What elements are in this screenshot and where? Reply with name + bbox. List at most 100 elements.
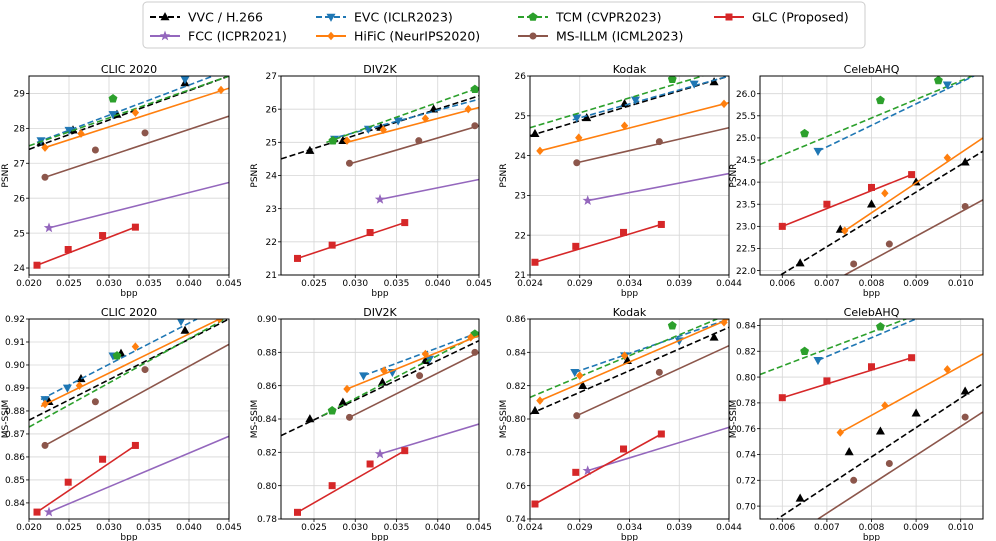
series-tcm [760, 319, 909, 376]
series-line-evc [574, 319, 729, 374]
data-point-glc [657, 220, 665, 228]
data-point-msillm [141, 366, 149, 374]
series-fcc [582, 426, 729, 476]
series-group [281, 329, 479, 516]
x-axis-label: bpp [621, 289, 638, 299]
y-tick-label: 24 [266, 172, 278, 182]
chart-title: CelebAHQ [844, 63, 900, 76]
x-tick-label: 0.009 [903, 279, 929, 289]
data-point-fcc [43, 222, 55, 233]
data-point-glc [778, 394, 786, 402]
y-tick-label: 22.5 [736, 245, 756, 255]
data-point-hific [620, 121, 629, 131]
y-tick-label: 25 [14, 229, 25, 239]
data-point-hific [41, 399, 49, 409]
data-point-fcc [582, 195, 593, 206]
y-tick-label: 23 [515, 192, 526, 202]
data-point-tcm [327, 405, 337, 415]
series-line-tcm [29, 319, 227, 428]
data-point-msillm [961, 413, 969, 421]
y-tick-label: 0.90 [5, 361, 25, 371]
data-point-hific [41, 143, 49, 152]
data-point-fcc [582, 465, 593, 476]
data-point-glc [366, 229, 374, 237]
series-msillm [41, 343, 229, 449]
series-group [530, 319, 729, 508]
y-tick-label: 26.0 [736, 90, 756, 100]
data-point-glc [908, 354, 916, 362]
data-point-glc [33, 508, 41, 516]
data-point-vvc [305, 145, 315, 154]
x-tick-label: 0.039 [666, 279, 692, 289]
data-point-evc [363, 125, 373, 134]
data-point-hific [467, 333, 475, 342]
series-line-tcm [760, 319, 909, 376]
series-line-evc [817, 76, 976, 152]
x-tick-label: 0.020 [16, 279, 42, 289]
chart-panels: 0.020 0.025 0.030 0.035 0.040 0.045 24 25 26 27 28… [1, 63, 984, 541]
data-point-msillm [91, 146, 99, 154]
series-fcc [582, 172, 729, 206]
data-point-glc [823, 200, 831, 208]
series-line-glc [534, 223, 662, 264]
series-hific [343, 333, 479, 394]
y-tick-label: 23.0 [736, 223, 756, 233]
y-tick-label: 0.80 [506, 415, 526, 425]
series-tcm [29, 76, 229, 147]
x-tick-label: 0.045 [466, 523, 492, 533]
x-tick-label: 0.040 [425, 523, 451, 533]
data-point-vvc [844, 447, 854, 456]
series-line-msillm [44, 115, 229, 179]
data-point-glc [867, 363, 875, 371]
y-tick-label: 0.86 [506, 315, 526, 325]
series-group [29, 76, 229, 269]
data-point-evc [813, 147, 823, 156]
series-line-fcc [587, 426, 729, 472]
y-tick-label: 0.86 [5, 453, 25, 463]
series-glc [778, 171, 916, 230]
y-tick-label: 0.80 [257, 482, 277, 492]
legend-entry-hific: HiFiC (NeurIPS2020) [316, 29, 480, 44]
series-line-glc [534, 433, 662, 505]
data-point-hific [421, 114, 430, 123]
x-tick-label: 0.034 [617, 279, 643, 289]
y-tick-label: 0.80 [736, 373, 756, 383]
series-msillm [573, 344, 729, 420]
data-point-hific [943, 153, 952, 163]
x-tick-label: 0.020 [16, 523, 42, 533]
data-point-msillm [850, 260, 858, 268]
x-axis-label: bpp [371, 533, 388, 541]
y-tick-label: 0.84 [5, 499, 25, 509]
legend-marker-vvc [160, 12, 170, 21]
data-point-msillm [471, 122, 479, 130]
series-line-hific [839, 353, 983, 434]
series-vvc [775, 382, 983, 519]
legend: VVC / H.266 EVC (ICLR2023) TCM (CVPR2023) G… [142, 1, 866, 49]
series-line-glc [297, 449, 406, 514]
x-tick-label: 0.024 [517, 523, 543, 533]
y-tick-label: 22.0 [736, 267, 756, 277]
data-point-hific [77, 129, 85, 138]
data-point-msillm [885, 240, 893, 248]
series-line-glc [36, 226, 136, 266]
x-axis-label: bpp [120, 533, 137, 541]
chart-title: CelebAHQ [844, 306, 900, 319]
data-point-glc [657, 430, 665, 438]
series-msillm [817, 411, 983, 519]
series-glc [778, 354, 916, 402]
data-point-evc [358, 372, 369, 381]
series-evc [813, 319, 918, 366]
x-tick-label: 0.044 [716, 279, 742, 289]
chart-title: CLIC 2020 [101, 63, 157, 76]
data-point-msillm [655, 138, 663, 146]
y-tick-label: 21 [266, 271, 277, 281]
data-point-glc [99, 232, 107, 240]
chart-panel: 0.020 0.025 0.030 0.035 0.040 0.045 0.84 0.85 0.… [1, 306, 242, 541]
x-tick-label: 0.008 [859, 279, 885, 289]
data-point-glc [328, 482, 336, 490]
data-point-tcm [108, 94, 118, 103]
series-hific [343, 104, 479, 145]
chart-panel: 0.020 0.025 0.030 0.035 0.040 0.045 24 25 26 27 28… [1, 63, 242, 299]
data-point-hific [421, 349, 430, 359]
data-point-msillm [471, 348, 479, 356]
